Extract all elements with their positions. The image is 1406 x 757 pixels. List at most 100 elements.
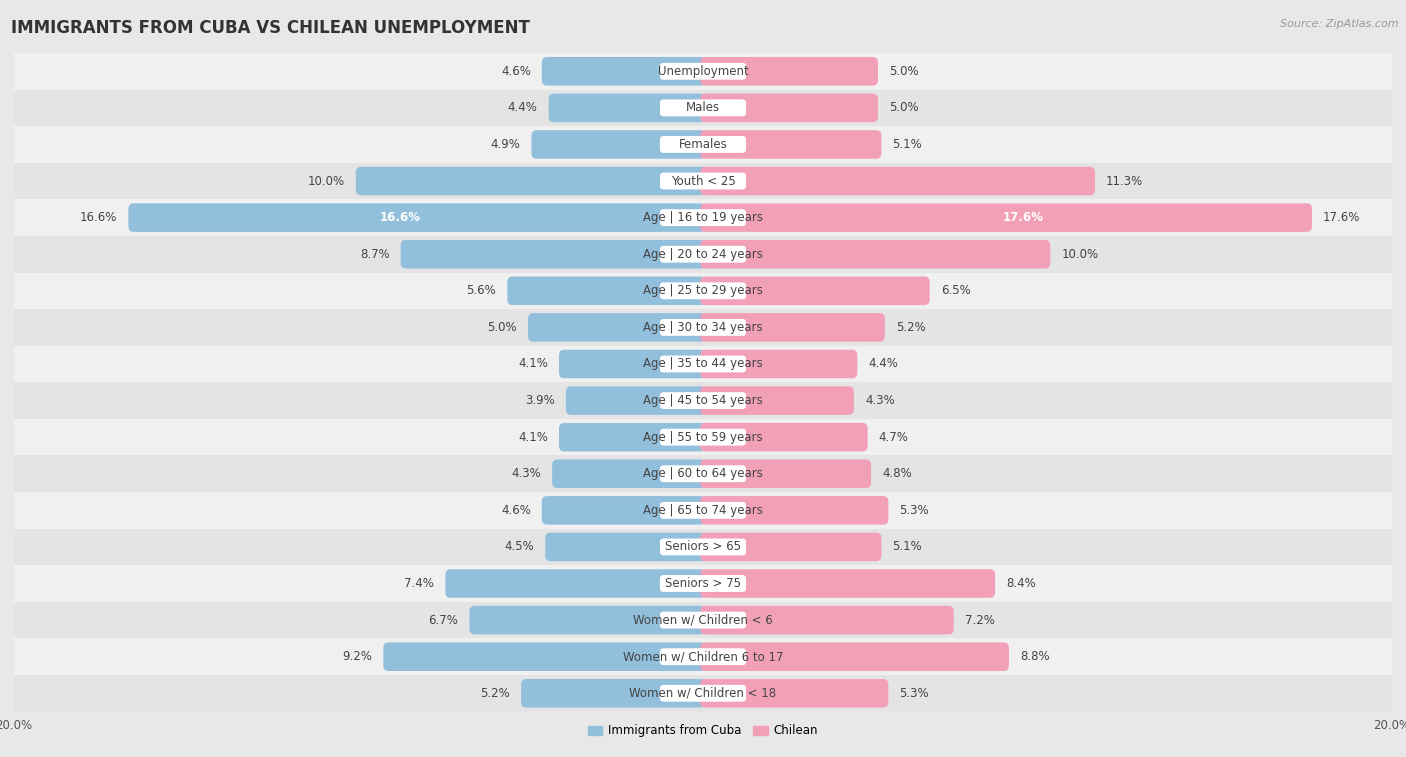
Text: 5.2%: 5.2% (896, 321, 925, 334)
Text: Age | 55 to 59 years: Age | 55 to 59 years (643, 431, 763, 444)
FancyBboxPatch shape (401, 240, 706, 269)
FancyBboxPatch shape (700, 496, 889, 525)
FancyBboxPatch shape (659, 246, 747, 263)
FancyBboxPatch shape (14, 89, 1392, 126)
Text: Source: ZipAtlas.com: Source: ZipAtlas.com (1281, 19, 1399, 29)
Text: 3.9%: 3.9% (524, 394, 555, 407)
FancyBboxPatch shape (659, 538, 747, 556)
FancyBboxPatch shape (700, 386, 853, 415)
Text: 8.8%: 8.8% (1019, 650, 1049, 663)
Text: Age | 60 to 64 years: Age | 60 to 64 years (643, 467, 763, 480)
Text: Age | 35 to 44 years: Age | 35 to 44 years (643, 357, 763, 370)
Text: 4.6%: 4.6% (501, 65, 531, 78)
FancyBboxPatch shape (384, 643, 706, 671)
Text: 7.4%: 7.4% (405, 577, 434, 590)
Text: 5.1%: 5.1% (893, 540, 922, 553)
Text: Women w/ Children < 18: Women w/ Children < 18 (630, 687, 776, 699)
FancyBboxPatch shape (659, 612, 747, 628)
FancyBboxPatch shape (700, 350, 858, 378)
Text: 4.3%: 4.3% (865, 394, 894, 407)
Text: 5.0%: 5.0% (889, 101, 918, 114)
FancyBboxPatch shape (14, 199, 1392, 236)
Text: Unemployment: Unemployment (658, 65, 748, 78)
FancyBboxPatch shape (529, 313, 706, 341)
FancyBboxPatch shape (700, 313, 884, 341)
Text: Age | 45 to 54 years: Age | 45 to 54 years (643, 394, 763, 407)
Text: 4.1%: 4.1% (519, 357, 548, 370)
FancyBboxPatch shape (659, 136, 747, 153)
FancyBboxPatch shape (14, 492, 1392, 528)
FancyBboxPatch shape (14, 602, 1392, 638)
FancyBboxPatch shape (659, 648, 747, 665)
FancyBboxPatch shape (522, 679, 706, 708)
FancyBboxPatch shape (14, 53, 1392, 89)
FancyBboxPatch shape (700, 57, 877, 86)
FancyBboxPatch shape (700, 679, 889, 708)
FancyBboxPatch shape (700, 533, 882, 561)
Text: 4.8%: 4.8% (882, 467, 912, 480)
Text: 4.7%: 4.7% (879, 431, 908, 444)
Text: 5.2%: 5.2% (481, 687, 510, 699)
Text: 4.9%: 4.9% (491, 138, 520, 151)
FancyBboxPatch shape (700, 94, 877, 122)
FancyBboxPatch shape (548, 94, 706, 122)
FancyBboxPatch shape (508, 276, 706, 305)
Text: 9.2%: 9.2% (343, 650, 373, 663)
Text: Seniors > 75: Seniors > 75 (665, 577, 741, 590)
Text: 16.6%: 16.6% (380, 211, 420, 224)
FancyBboxPatch shape (14, 419, 1392, 456)
Text: IMMIGRANTS FROM CUBA VS CHILEAN UNEMPLOYMENT: IMMIGRANTS FROM CUBA VS CHILEAN UNEMPLOY… (11, 19, 530, 37)
FancyBboxPatch shape (128, 204, 706, 232)
FancyBboxPatch shape (659, 173, 747, 189)
FancyBboxPatch shape (659, 63, 747, 79)
Text: Females: Females (679, 138, 727, 151)
FancyBboxPatch shape (14, 346, 1392, 382)
FancyBboxPatch shape (560, 423, 706, 451)
FancyBboxPatch shape (659, 319, 747, 336)
FancyBboxPatch shape (560, 350, 706, 378)
FancyBboxPatch shape (700, 167, 1095, 195)
FancyBboxPatch shape (565, 386, 706, 415)
Text: 4.6%: 4.6% (501, 504, 531, 517)
FancyBboxPatch shape (659, 685, 747, 702)
FancyBboxPatch shape (700, 130, 882, 159)
Text: 11.3%: 11.3% (1107, 175, 1143, 188)
FancyBboxPatch shape (659, 502, 747, 519)
FancyBboxPatch shape (14, 163, 1392, 199)
FancyBboxPatch shape (546, 533, 706, 561)
FancyBboxPatch shape (541, 57, 706, 86)
FancyBboxPatch shape (700, 606, 953, 634)
FancyBboxPatch shape (659, 282, 747, 299)
FancyBboxPatch shape (14, 382, 1392, 419)
FancyBboxPatch shape (659, 99, 747, 117)
Text: 4.4%: 4.4% (869, 357, 898, 370)
FancyBboxPatch shape (659, 428, 747, 446)
Text: Males: Males (686, 101, 720, 114)
FancyBboxPatch shape (14, 528, 1392, 565)
Text: 5.6%: 5.6% (467, 285, 496, 298)
FancyBboxPatch shape (14, 638, 1392, 675)
Text: Age | 16 to 19 years: Age | 16 to 19 years (643, 211, 763, 224)
FancyBboxPatch shape (531, 130, 706, 159)
FancyBboxPatch shape (14, 236, 1392, 273)
FancyBboxPatch shape (700, 423, 868, 451)
Text: Women w/ Children < 6: Women w/ Children < 6 (633, 614, 773, 627)
FancyBboxPatch shape (470, 606, 706, 634)
Text: 8.7%: 8.7% (360, 248, 389, 260)
Text: Women w/ Children 6 to 17: Women w/ Children 6 to 17 (623, 650, 783, 663)
Text: 10.0%: 10.0% (1062, 248, 1098, 260)
FancyBboxPatch shape (553, 459, 706, 488)
Text: 7.2%: 7.2% (965, 614, 994, 627)
FancyBboxPatch shape (659, 392, 747, 409)
Text: 16.6%: 16.6% (80, 211, 117, 224)
Text: Age | 20 to 24 years: Age | 20 to 24 years (643, 248, 763, 260)
Text: Youth < 25: Youth < 25 (671, 175, 735, 188)
Text: Seniors > 65: Seniors > 65 (665, 540, 741, 553)
FancyBboxPatch shape (700, 240, 1050, 269)
FancyBboxPatch shape (446, 569, 706, 598)
FancyBboxPatch shape (700, 569, 995, 598)
Text: 4.3%: 4.3% (512, 467, 541, 480)
Legend: Immigrants from Cuba, Chilean: Immigrants from Cuba, Chilean (583, 719, 823, 742)
FancyBboxPatch shape (14, 309, 1392, 346)
FancyBboxPatch shape (14, 126, 1392, 163)
